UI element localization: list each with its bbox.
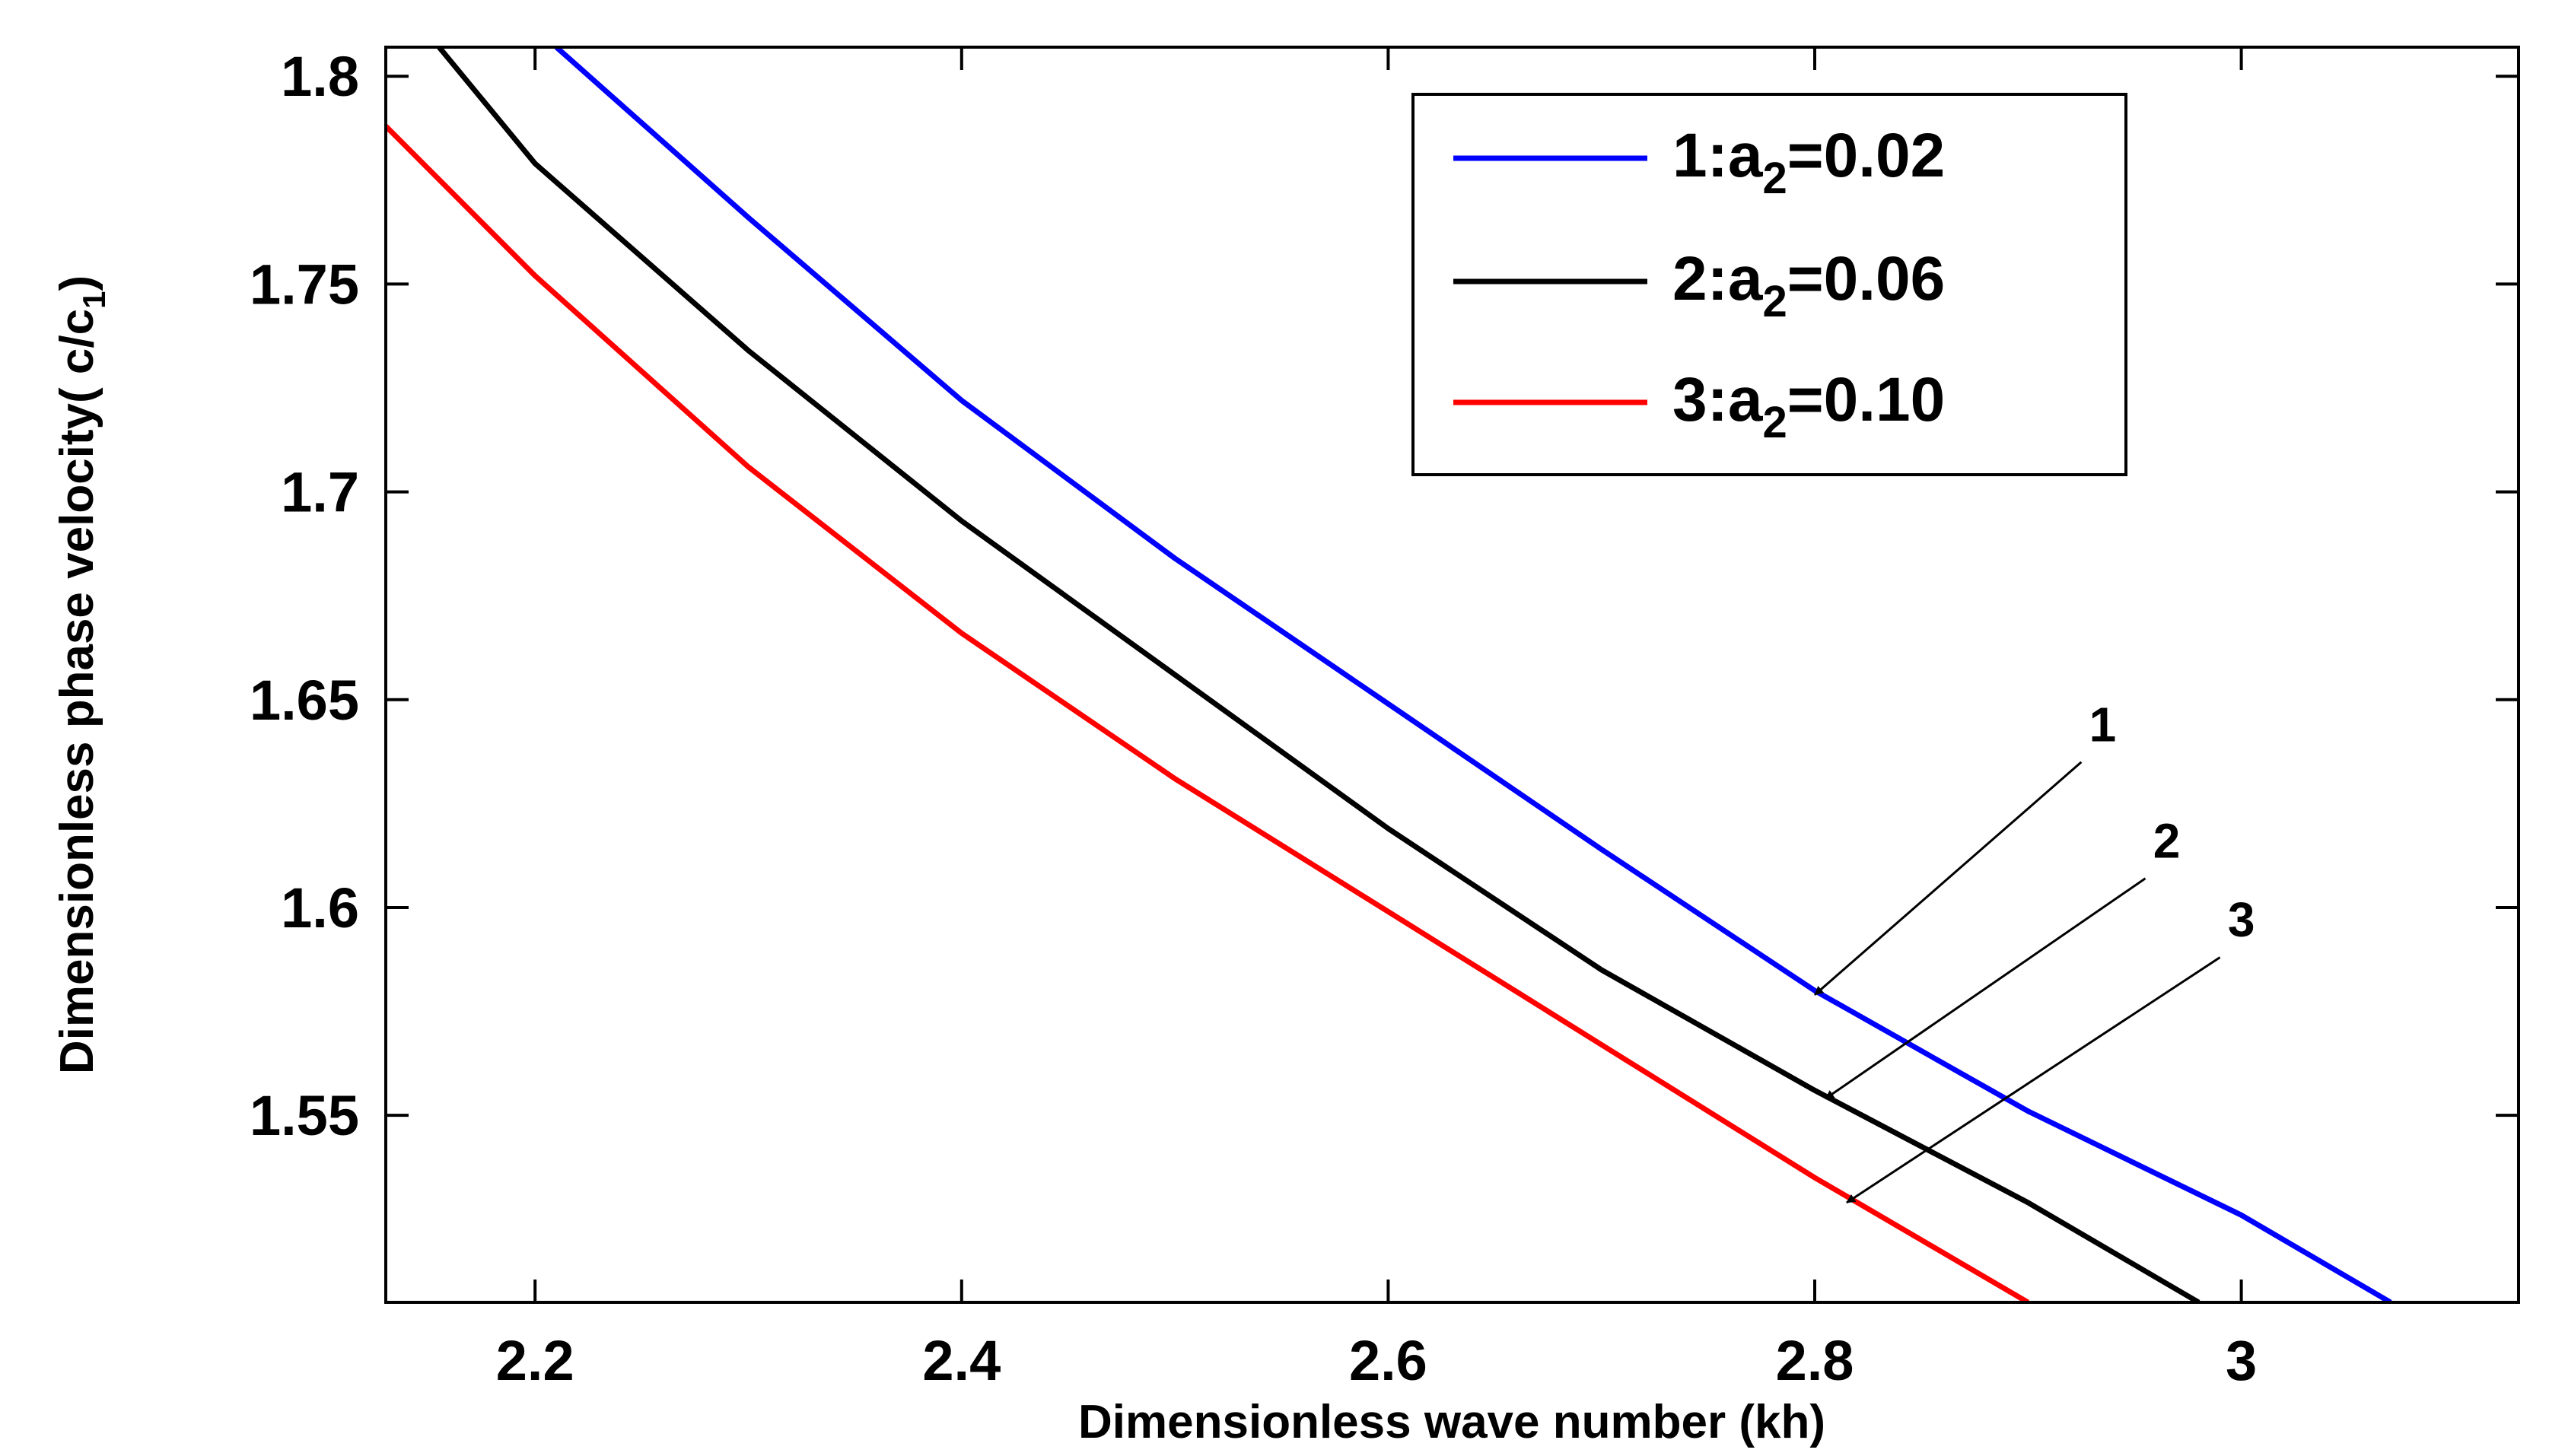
series-line-1 — [554, 47, 2392, 1302]
x-tick-label: 3 — [2226, 1329, 2257, 1392]
legend-label-2: 2:a2=0.06 — [1672, 244, 1945, 326]
x-tick-label: 2.6 — [1349, 1329, 1427, 1392]
annotation-label-2: 2 — [2153, 813, 2181, 868]
legend: 1:a2=0.02 2:a2=0.06 3:a2=0.10 — [1411, 93, 2127, 476]
legend-label-1: 1:a2=0.02 — [1672, 121, 1945, 203]
x-axis-label: Dimensionless wave number (kh) — [1078, 1396, 1825, 1448]
x-tick-label: 2.4 — [922, 1329, 1001, 1392]
annotation-arrow-2 — [1825, 877, 2146, 1100]
y-tick-label: 1.65 — [250, 669, 359, 732]
plot-frame — [384, 46, 2520, 1304]
legend-label-3: 3:a2=0.10 — [1672, 365, 1945, 447]
series-line-2 — [437, 47, 2201, 1302]
annotation-arrow-1 — [1814, 761, 2083, 996]
annotation-label-1: 1 — [2089, 697, 2117, 752]
y-tick-label: 1.75 — [250, 253, 359, 316]
annotation-label-3: 3 — [2228, 892, 2255, 947]
y-tick-label: 1.8 — [281, 45, 359, 108]
annotation-layer: 1 23 — [1814, 697, 2255, 1204]
y-tick-label: 1.55 — [250, 1084, 359, 1147]
y-axis-label: Dimensionless phase velocity( c/c1) — [51, 275, 112, 1074]
series-line-3 — [386, 124, 2030, 1302]
series-layer — [386, 47, 2392, 1302]
tick-layer: 2.2 2.4 2.6 2.8 3 1.55 1.6 1.65 1.7 1.75 1.8 — [250, 45, 2519, 1392]
y-tick-label: 1.7 — [281, 461, 359, 524]
x-tick-label: 2.2 — [496, 1329, 574, 1392]
annotation-arrow-3 — [1846, 956, 2221, 1204]
x-tick-label: 2.8 — [1776, 1329, 1854, 1392]
y-tick-label: 1.6 — [281, 876, 359, 939]
